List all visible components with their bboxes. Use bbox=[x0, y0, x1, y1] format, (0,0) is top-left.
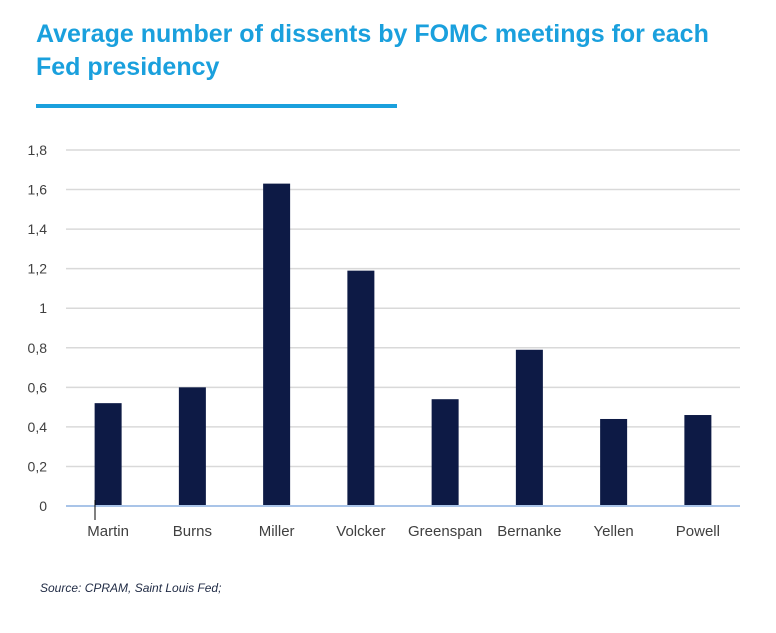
y-tick-label: 0,8 bbox=[28, 340, 48, 356]
x-tick-label: Volcker bbox=[336, 523, 385, 540]
gridlines bbox=[66, 149, 740, 468]
y-tick-label: 0,2 bbox=[28, 458, 48, 474]
y-tick-label: 1,6 bbox=[28, 182, 48, 198]
title-underline bbox=[36, 104, 397, 108]
y-tick-label: 0,6 bbox=[28, 379, 48, 395]
bar-martin bbox=[94, 403, 122, 506]
x-tick-label: Bernanke bbox=[497, 523, 561, 540]
x-tick-label: Burns bbox=[173, 523, 212, 540]
y-axis-tick-labels: 0 0,2 0,4 0,6 0,8 1 1,2 1,4 1,6 1,8 bbox=[28, 142, 48, 514]
x-tick-label: Greenspan bbox=[408, 523, 482, 540]
bar-miller bbox=[263, 183, 291, 506]
bar-volcker bbox=[347, 270, 375, 506]
source-note: Source: CPRAM, Saint Louis Fed; bbox=[40, 581, 222, 595]
bar-greenspan bbox=[431, 399, 459, 506]
x-tick-label: Miller bbox=[259, 523, 295, 540]
bar-powell bbox=[684, 415, 712, 506]
y-tick-label: 1,8 bbox=[28, 142, 48, 158]
x-tick-label: Martin bbox=[87, 523, 129, 540]
y-tick-label: 1,2 bbox=[28, 261, 48, 277]
bar-burns bbox=[178, 387, 206, 506]
x-axis-category-labels: Martin Burns Miller Volcker Greenspan Bernank… bbox=[87, 523, 720, 540]
x-tick-label: Powell bbox=[676, 523, 720, 540]
bars bbox=[94, 183, 712, 506]
bar-yellen bbox=[600, 418, 628, 506]
x-tick-label: Yellen bbox=[593, 523, 633, 540]
chart-title: Average number of dissents by FOMC meeti… bbox=[36, 20, 709, 81]
y-tick-label: 0 bbox=[39, 498, 47, 514]
y-tick-label: 1,4 bbox=[28, 221, 48, 237]
y-tick-label: 1 bbox=[39, 300, 47, 316]
y-tick-label: 0,4 bbox=[28, 419, 48, 435]
bar-bernanke bbox=[515, 349, 543, 506]
